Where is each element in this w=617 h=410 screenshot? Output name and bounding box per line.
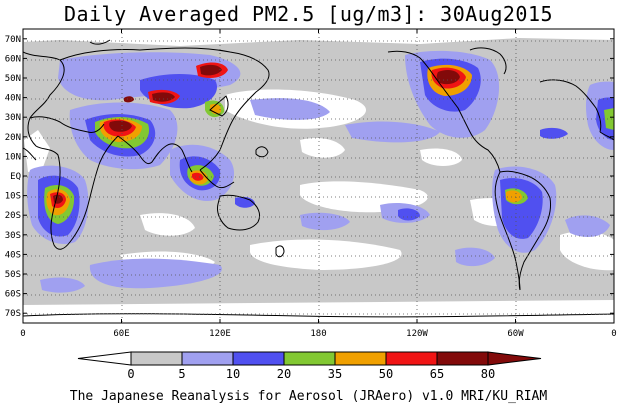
lat-label: 40N: [5, 94, 21, 104]
colorbar-label: 80: [481, 367, 495, 381]
colorbar-segment: [436, 351, 489, 366]
colorbar-label: 0: [127, 367, 134, 381]
colorbar-segment: [181, 351, 234, 366]
colorbar-high-extension: [487, 351, 542, 366]
credit-line: The Japanese Reanalysis for Aerosol (JRA…: [69, 389, 548, 404]
lon-label: 0: [20, 329, 25, 339]
colorbar-segment: [130, 351, 183, 366]
colorbar-segment: [283, 351, 336, 366]
gridlines: [23, 29, 614, 323]
lon-label: 120E: [209, 329, 231, 339]
lon-label: 120W: [406, 329, 428, 339]
lat-label: 50S: [5, 270, 21, 280]
lat-label: 70S: [5, 309, 21, 319]
lat-label: 30N: [5, 113, 21, 123]
lat-label: 40S: [5, 250, 21, 260]
colorbar-label: 10: [226, 367, 240, 381]
colorbar-segment: [385, 351, 438, 366]
colorbar-segment: [232, 351, 285, 366]
lat-label: 50N: [5, 74, 21, 84]
lon-label: 0: [611, 329, 616, 339]
colorbar: 0 5 10 20 35 50 65 80: [77, 351, 542, 381]
colorbar-segment: [334, 351, 387, 366]
colorbar-low-extension: [77, 351, 132, 366]
colorbar-label: 5: [178, 367, 185, 381]
colorbar-label: 35: [328, 367, 342, 381]
lat-label: 10N: [5, 152, 21, 162]
lon-label: 60E: [113, 329, 129, 339]
lon-label: 60W: [507, 329, 524, 339]
colorbar-label: 20: [277, 367, 291, 381]
lat-label: EQ: [10, 172, 21, 182]
lat-label: 70N: [5, 35, 21, 45]
longitude-labels: 0 60E 120E 180 120W 60W 0: [20, 29, 617, 339]
lon-label: 180: [310, 329, 326, 339]
latitude-labels: 70N 60N 50N 40N 30N 20N 10N EQ 10S 20S 30S 40S 50S 60…: [5, 35, 614, 319]
colorbar-label: 65: [430, 367, 444, 381]
coastlines: [23, 39, 614, 318]
lat-label: 60N: [5, 54, 21, 64]
map-title: Daily Averaged PM2.5 [ug/m3]: 30Aug2015: [63, 2, 554, 26]
lat-label: 10S: [5, 192, 21, 202]
map-plot-area: [23, 29, 614, 323]
colorbar-label: 50: [379, 367, 393, 381]
lat-label: 30S: [5, 231, 21, 241]
lat-label: 20S: [5, 211, 21, 221]
lat-label: 60S: [5, 290, 21, 300]
lat-label: 20N: [5, 133, 21, 143]
